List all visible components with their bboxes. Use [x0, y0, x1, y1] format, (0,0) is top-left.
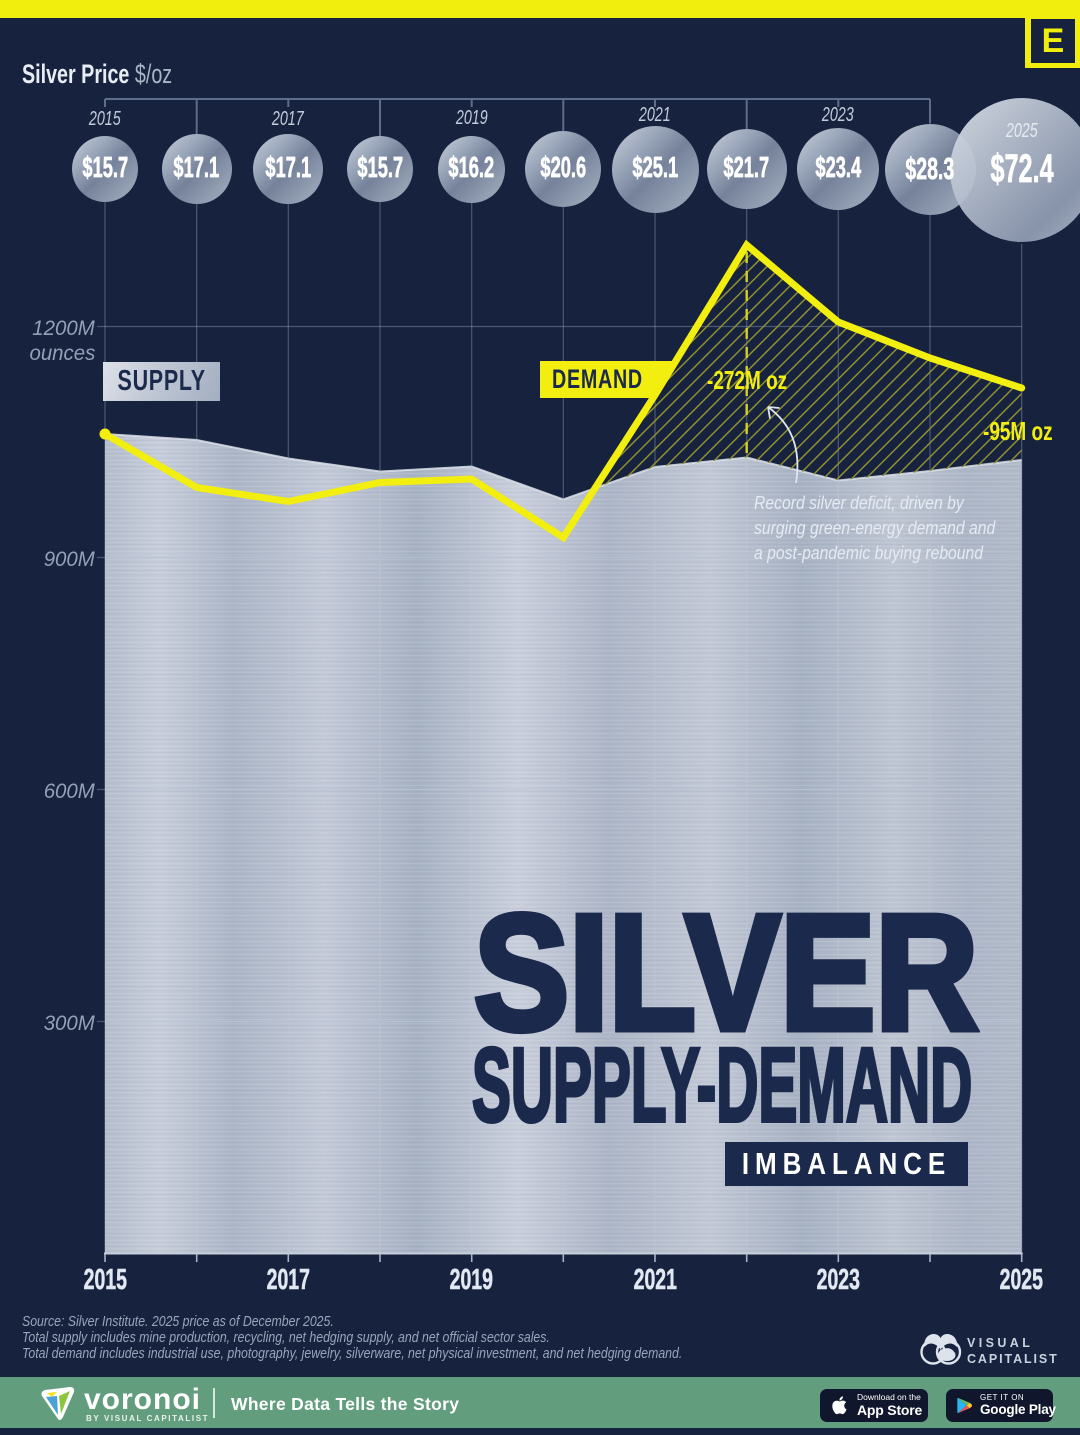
svg-text:VISUAL: VISUAL	[967, 1336, 1033, 1350]
svg-text:CAPITALIST: CAPITALIST	[967, 1352, 1059, 1366]
